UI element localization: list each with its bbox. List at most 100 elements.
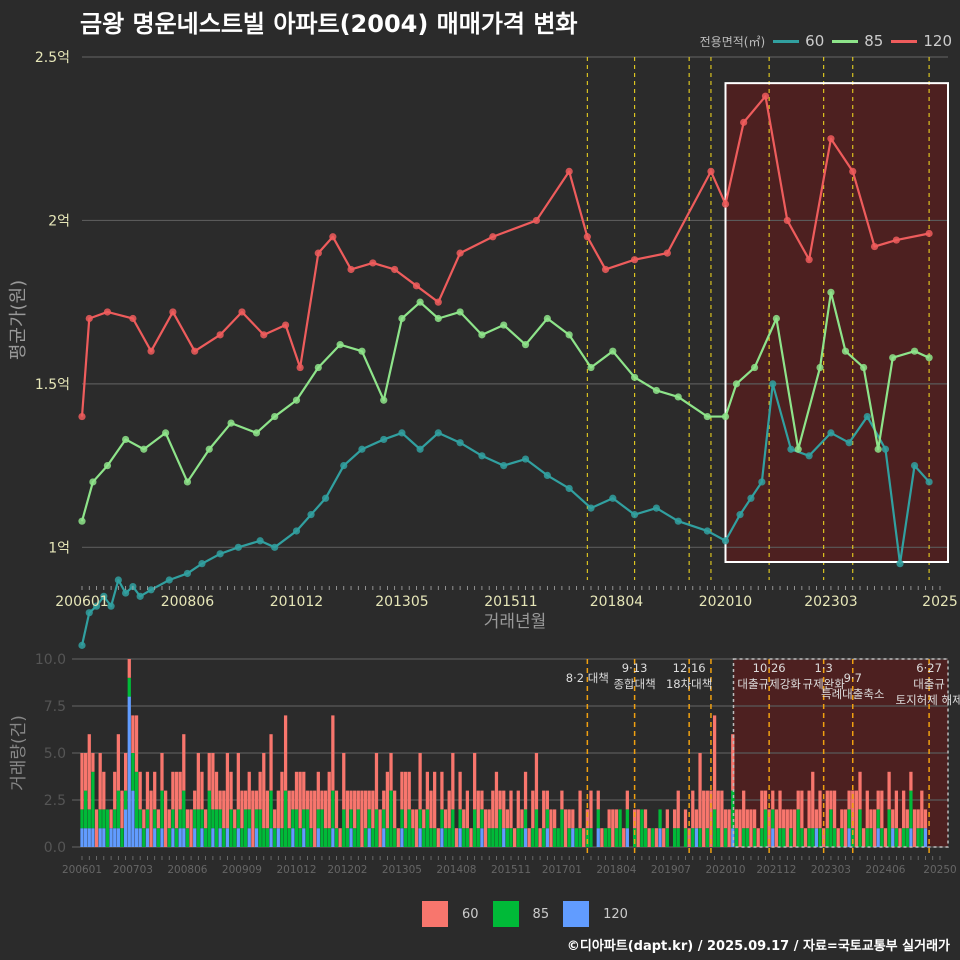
legend-swatch-85 [832,39,859,43]
volume-bar-60 [436,828,440,847]
series-point-120 [260,331,268,339]
bottom-legend-box-85 [492,901,519,927]
series-point-85 [732,380,741,388]
policy-annotation: 9·13 [622,661,648,675]
volume-bar-85 [840,828,844,847]
bottom-legend-label-85: 85 [532,906,550,922]
volume-bar-85 [505,828,509,847]
top-x-tick-label: 202010 [699,594,752,610]
volume-bar-60 [742,790,746,829]
bottom-legend: 60 85 120 [422,901,628,927]
volume-bar-60 [287,790,291,829]
volume-bar-60 [745,809,749,829]
volume-bar-85 [363,828,368,847]
volume-bar-85 [920,828,924,847]
volume-bar-60 [600,828,604,847]
series-point-60 [805,452,813,460]
volume-bar-60 [225,753,230,829]
bottom-legend-item-120: 120 [563,901,628,927]
top-y-axis-label: 평균가(원) [8,280,29,360]
volume-bar-60 [611,809,615,847]
volume-bar-60 [531,790,535,829]
series-point-85 [609,347,617,355]
volume-bar-85 [134,771,139,829]
volume-bar-60 [367,790,371,810]
top-x-tick-label: 2025 [922,594,958,610]
bottom-x-tick-label: 202010 [705,864,745,876]
volume-bar-60 [276,790,280,829]
volume-bar-85 [287,828,291,847]
top-x-tick-label: 202303 [804,594,857,610]
volume-bar-85 [334,828,339,847]
bottom-x-tick-label: 202112 [756,864,796,876]
volume-bar-85 [265,828,270,847]
volume-bar-60 [563,809,568,847]
bottom-x-tick-label: 200909 [222,864,262,876]
volume-bar-85 [447,828,451,847]
policy-annotation: 토지허제 해제 [896,693,960,707]
volume-bar-60 [858,771,862,810]
volume-bar-60 [483,809,488,847]
series-point-85 [89,478,97,486]
volume-bar-60 [694,809,699,829]
volume-bar-60 [843,809,848,847]
volume-bar-60 [356,790,360,810]
bottom-x-tick-label: 20250 [923,864,956,876]
volume-bar-120 [814,828,819,847]
volume-bar-60 [458,771,462,810]
series-point-120 [631,256,639,264]
volume-bar-120 [382,828,386,847]
volume-bar-60 [385,771,390,829]
volume-bar-60 [160,753,164,791]
series-point-85 [543,314,551,323]
volume-bar-85 [116,790,120,829]
series-point-85 [816,363,824,372]
volume-bar-120 [211,828,215,847]
volume-bar-120 [876,828,880,847]
volume-bar-85 [625,809,629,829]
volume-bar-60 [149,790,153,847]
volume-bar-85 [382,809,386,829]
volume-bar-120 [123,809,128,847]
series-point-120 [103,308,112,316]
volume-bar-60 [909,771,913,791]
volume-bar-85 [556,828,560,847]
volume-bar-85 [84,790,88,829]
series-point-60 [881,445,890,453]
series-point-60 [256,537,264,545]
volume-bar-120 [153,828,157,847]
bottom-x-tick-label: 200806 [167,864,207,876]
volume-bar-60 [462,809,466,829]
volume-bar-60 [123,753,128,791]
series-point-120 [489,233,497,241]
volume-bar-60 [334,790,339,829]
volume-bar-60 [505,809,509,829]
volume-bar-120 [193,828,197,847]
volume-bar-85 [712,809,717,847]
volume-bar-85 [585,828,589,847]
volume-bar-60 [811,771,815,829]
volume-bar-60 [203,809,208,829]
volume-bar-60 [614,809,619,829]
volume-bar-60 [829,790,833,810]
volume-bar-85 [138,809,142,829]
volume-bar-85 [909,790,913,829]
volume-bar-120 [316,828,320,847]
volume-bar-85 [905,828,909,847]
series-point-60 [721,537,730,545]
policy-annotation: 1·3 [815,661,833,675]
series-point-60 [500,461,508,470]
volume-bar-60 [818,790,822,829]
volume-bar-60 [360,790,364,847]
volume-bar-85 [796,809,800,847]
volume-bar-60 [912,809,917,847]
volume-bar-85 [153,809,157,829]
policy-annotation: 6·27 [916,661,942,675]
volume-bar-120 [127,696,131,847]
volume-bar-120 [178,828,182,847]
volume-bar-85 [247,809,251,829]
volume-bar-120 [247,828,251,847]
volume-bar-60 [709,790,713,847]
volume-bar-60 [465,790,470,829]
bottom-y-tick-label: 0.0 [44,840,66,856]
